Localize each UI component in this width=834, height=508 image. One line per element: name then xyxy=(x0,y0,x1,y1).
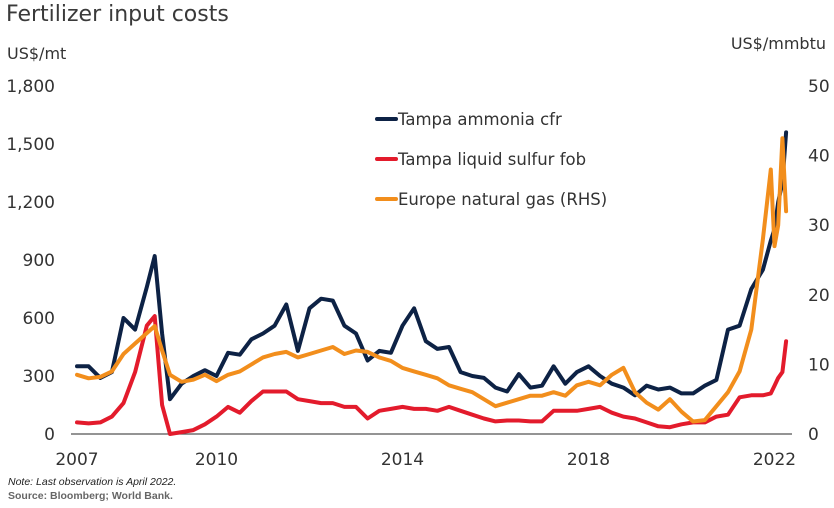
legend: Tampa ammonia cfr Tampa liquid sulfur fob… xyxy=(375,110,607,209)
left-axis-unit-label: US$/mt xyxy=(7,44,67,63)
source-note: Source: Bloomberg; World Bank. xyxy=(8,490,173,502)
right-y-tick-label: 40 xyxy=(808,147,830,167)
right-y-axis-ticks: 0 10 20 30 40 50 xyxy=(808,77,830,445)
chart-title: Fertilizer input costs xyxy=(6,2,229,27)
right-y-tick-label: 20 xyxy=(808,286,830,306)
left-y-tick-label: 1,200 xyxy=(6,193,55,213)
series-lines xyxy=(75,130,789,436)
left-y-tick-label: 600 xyxy=(23,309,55,329)
series-line-tampa-ammonia-cfr xyxy=(75,130,789,402)
x-tick-label: 2018 xyxy=(567,450,610,470)
legend-label: Tampa ammonia cfr xyxy=(397,110,562,129)
legend-label: Tampa liquid sulfur fob xyxy=(397,150,586,169)
x-axis-ticks: 2007 2010 2014 2018 2022 xyxy=(55,450,796,470)
right-y-tick-label: 50 xyxy=(808,77,830,97)
right-y-tick-label: 10 xyxy=(808,355,830,375)
x-tick-label: 2014 xyxy=(381,450,424,470)
x-tick-label: 2010 xyxy=(195,450,238,470)
series-line-europe-natural-gas-rhs xyxy=(75,136,789,424)
right-axis-unit-label: US$/mmbtu xyxy=(730,34,826,53)
left-y-tick-label: 300 xyxy=(23,367,55,387)
left-y-tick-label: 0 xyxy=(44,425,55,445)
x-tick-label: 2007 xyxy=(55,450,98,470)
left-y-axis-ticks: 0 300 600 900 1,200 1,500 1,800 xyxy=(6,77,55,445)
legend-label: Europe natural gas (RHS) xyxy=(398,190,607,209)
left-y-tick-label: 1,500 xyxy=(6,135,55,155)
right-y-tick-label: 0 xyxy=(808,425,819,445)
x-tick-label: 2022 xyxy=(753,450,796,470)
left-y-tick-label: 1,800 xyxy=(6,77,55,97)
left-y-tick-label: 900 xyxy=(23,251,55,271)
footnote: Note: Last observation is April 2022. xyxy=(8,476,177,488)
right-y-tick-label: 30 xyxy=(808,216,830,236)
